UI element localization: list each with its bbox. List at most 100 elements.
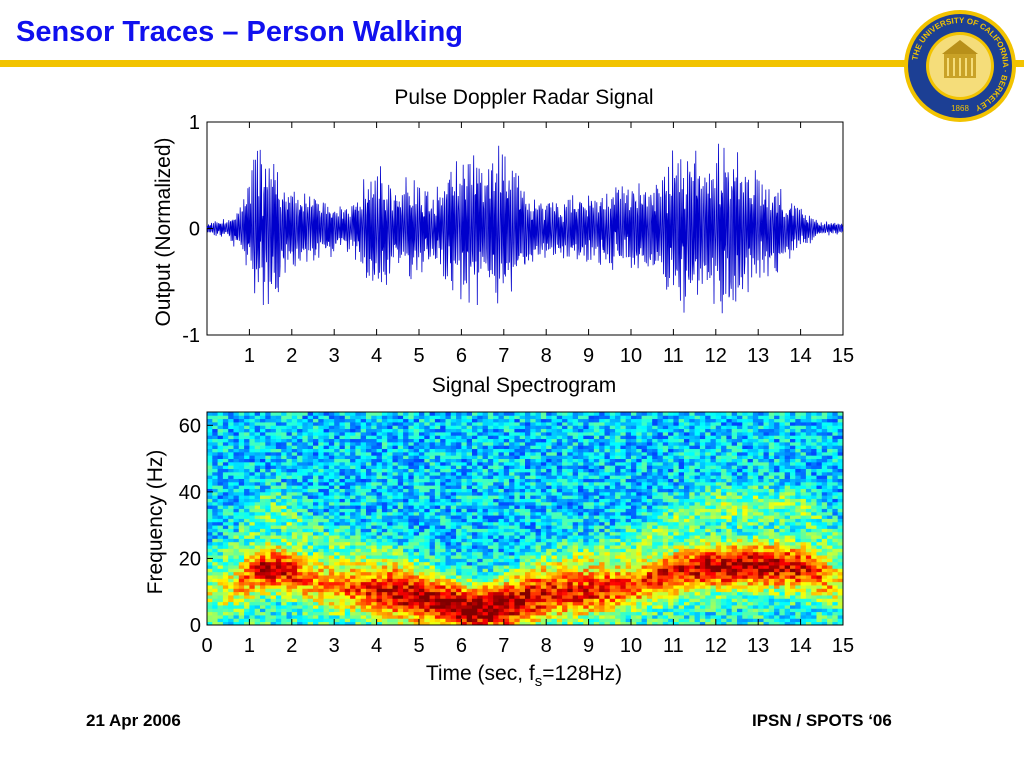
spectrogram-cell (583, 555, 589, 559)
spectrogram-cell (424, 455, 430, 459)
spectrogram-cell (440, 511, 446, 516)
spectrogram-cell (572, 538, 579, 543)
spectrogram-cell (419, 538, 425, 543)
spectrogram-cell (270, 441, 277, 446)
spectrogram-cell (530, 448, 536, 453)
spectrogram-cell (207, 551, 213, 556)
spectrogram-cell (482, 578, 489, 583)
spectrogram-cell (562, 415, 568, 420)
spectrogram-cell (429, 528, 436, 533)
spectrogram-cell (360, 578, 367, 583)
spectrogram-cell (307, 435, 314, 440)
spectrogram-cell (493, 415, 499, 420)
spectrogram-cell (387, 498, 393, 503)
spectrogram-cell (477, 605, 483, 609)
spectrogram-cell (472, 441, 478, 446)
spectrogram-cell (328, 458, 335, 463)
spectrogram-cell (286, 575, 293, 579)
spectrogram-cell (562, 591, 568, 596)
spectrogram-cell (572, 595, 579, 599)
spectrogram-cell (260, 481, 266, 486)
radar-x-tick-label: 7 (498, 345, 509, 367)
spectrogram-cell (519, 428, 526, 433)
spectrogram-cell (562, 515, 568, 519)
spectrogram-cell (350, 518, 356, 523)
spectrogram-cell (583, 435, 589, 440)
spectrogram-cell (408, 428, 415, 433)
spectrogram-cell (456, 445, 462, 450)
spectrogram-cell (562, 428, 568, 433)
spectrogram-cell (350, 608, 356, 613)
spectrogram-cell (461, 501, 468, 506)
spectrogram-cell (593, 481, 600, 486)
spectrogram-cell (366, 611, 372, 616)
spectrogram-cell (514, 448, 521, 453)
spectrogram-cell (360, 531, 367, 536)
spectrogram-cell (249, 555, 256, 559)
spectrogram-cell (562, 475, 568, 479)
spectrogram-cell (419, 591, 425, 596)
spectrogram-cell (509, 415, 515, 420)
spectrogram-cell (567, 521, 574, 526)
spectrogram-cell (328, 475, 335, 479)
spectrogram-cell (445, 531, 452, 536)
spectrogram-cell (456, 535, 462, 539)
spectrogram-cell (562, 611, 568, 616)
spectrogram-cell (583, 575, 589, 579)
spectrogram-cell (567, 441, 574, 446)
spectrogram-cell (207, 605, 213, 609)
spectrogram-cell (270, 598, 277, 603)
spectrogram-cell (366, 555, 372, 559)
spectrogram-cell (567, 451, 574, 456)
spectrogram-cell (551, 488, 558, 493)
spectrogram-cell (572, 551, 579, 556)
spectrogram-cell (567, 575, 574, 579)
spectrogram-cell (578, 451, 584, 456)
spectrogram-cell (615, 605, 621, 609)
spectrogram-cell (387, 528, 393, 533)
spectrogram-cell (318, 418, 324, 423)
spectrogram-cell (530, 495, 536, 499)
spectrogram-cell (593, 491, 600, 496)
spectrogram-cell (392, 412, 399, 416)
spectrogram-cell (286, 475, 293, 479)
spectrogram-cell (265, 511, 271, 516)
spectrogram-cell (609, 428, 616, 433)
spectrogram-cell (525, 441, 531, 446)
spectrogram-cell (567, 431, 574, 436)
spectrogram-cell (228, 528, 234, 533)
spectrogram-cell (228, 575, 234, 579)
spectrogram-cell (397, 611, 404, 616)
spectrogram-cell (429, 458, 436, 463)
spectrogram-cell (254, 471, 261, 476)
spectrogram-cell (562, 531, 568, 536)
spectrogram-cell (286, 601, 293, 606)
spectrogram-cell (482, 525, 489, 529)
spectrogram-cell (350, 471, 356, 476)
spectrogram-cell (604, 515, 611, 519)
spectrogram-cell (493, 575, 499, 579)
spectrogram-cell (487, 581, 494, 586)
spectrogram-cell (344, 601, 351, 606)
spectrogram-cell (371, 575, 377, 579)
spectrogram-cell (217, 561, 224, 566)
spectrogram-cell (477, 518, 483, 523)
spectrogram-cell (540, 501, 547, 506)
spectrogram-cell (403, 415, 409, 420)
spectrogram-cell (482, 541, 489, 546)
spectrogram-cell (578, 578, 584, 583)
spectrogram-cell (461, 451, 468, 456)
spectrogram-cell (403, 421, 409, 426)
spectrogram-cell (466, 605, 473, 609)
spectrogram-cell (493, 555, 499, 559)
spectrogram-cell (355, 501, 362, 506)
spectrogram-cell (578, 481, 584, 486)
spectrogram-cell (514, 611, 521, 616)
spectrogram-cell (466, 548, 473, 553)
spectrogram-cell (593, 445, 600, 450)
spectrogram-cell (498, 601, 505, 606)
spectrogram-cell (355, 528, 362, 533)
spectrogram-cell (535, 568, 542, 573)
spectrogram-cell (366, 475, 372, 479)
